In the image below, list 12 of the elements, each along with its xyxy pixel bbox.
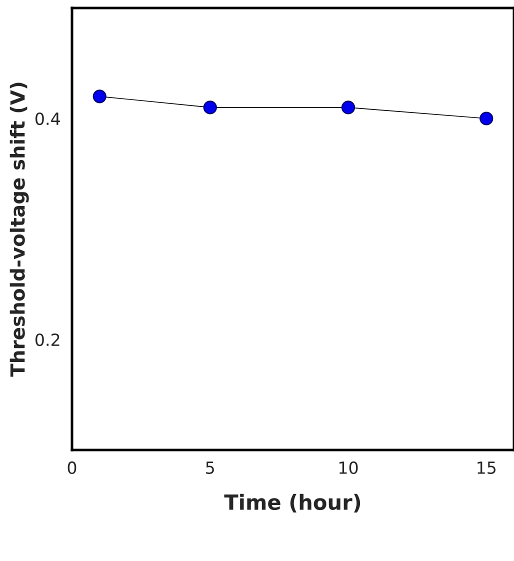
x-tick-label: 10 — [339, 461, 358, 474]
x-tick-label: 5 — [206, 462, 214, 474]
x-axis-title: Time (hour) — [224, 494, 360, 512]
x-tick-label: 0 — [68, 461, 76, 474]
y-tick-label: 0.2 — [35, 333, 60, 346]
y-tick-label: 0.4 — [35, 112, 60, 126]
point — [203, 100, 217, 114]
point — [341, 100, 356, 114]
x-tick-label: 15 — [478, 462, 496, 474]
point — [480, 112, 494, 126]
point — [92, 90, 106, 104]
y-axis-title: Threshold-voltage shift (V) — [10, 82, 29, 377]
